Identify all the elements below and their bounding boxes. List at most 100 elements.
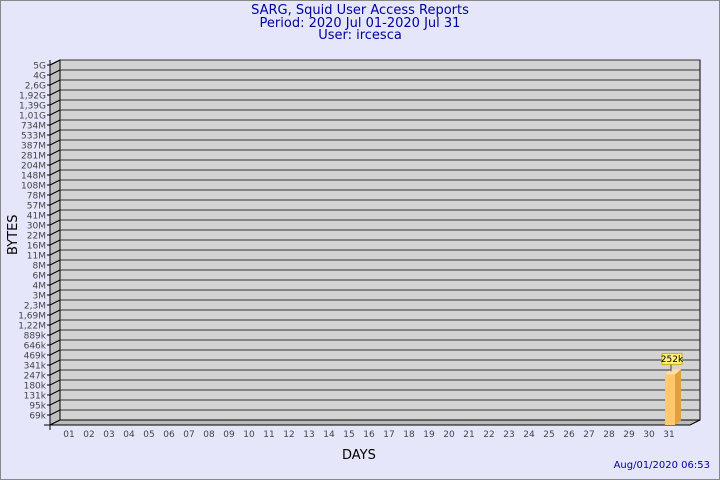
x-tick-label: 25 xyxy=(543,430,554,440)
x-tick-label: 28 xyxy=(603,430,615,440)
x-tick-label: 15 xyxy=(343,430,354,440)
x-tick-label: 09 xyxy=(223,430,235,440)
wall-line xyxy=(49,189,61,196)
wall-line xyxy=(49,279,61,286)
wall-line xyxy=(49,199,61,206)
wall-line xyxy=(49,149,61,156)
x-tick-label: 04 xyxy=(123,430,135,440)
y-tick-label: 387M xyxy=(21,142,46,152)
y-tick-label: 1,92G xyxy=(19,92,46,102)
x-tick-label: 22 xyxy=(483,430,494,440)
y-tick-label: 16M xyxy=(27,242,46,252)
y-tick-label: 734M xyxy=(21,122,46,132)
x-tick-label: 30 xyxy=(643,430,655,440)
wall-line xyxy=(49,259,61,266)
x-tick-label: 23 xyxy=(503,430,514,440)
wall-line xyxy=(49,239,61,246)
y-tick-label: 108M xyxy=(21,182,46,192)
x-tick-label: 13 xyxy=(303,430,314,440)
x-tick-label: 24 xyxy=(523,430,535,440)
y-tick-label: 1,69M xyxy=(18,312,46,322)
y-tick-label: 180k xyxy=(24,382,47,392)
wall-line xyxy=(49,379,61,386)
wall-line xyxy=(49,339,61,346)
wall-line xyxy=(49,79,61,86)
y-tick-label: 533M xyxy=(21,132,46,142)
x-tick-label: 11 xyxy=(263,430,274,440)
x-tick-label: 14 xyxy=(323,430,335,440)
x-tick-label: 05 xyxy=(143,430,154,440)
y-tick-label: 95k xyxy=(29,402,46,412)
x-tick-label: 27 xyxy=(583,430,594,440)
wall-line xyxy=(49,59,61,66)
wall-line xyxy=(49,99,61,106)
y-axis-label: BYTES xyxy=(6,214,21,255)
x-tick-label: 08 xyxy=(203,430,215,440)
wall-line xyxy=(49,319,61,326)
y-tick-label: 1,22M xyxy=(18,322,46,332)
x-tick-label: 20 xyxy=(443,430,455,440)
x-tick-label: 17 xyxy=(383,430,394,440)
chart-title: SARG, Squid User Access Reports xyxy=(251,3,469,18)
wall-line xyxy=(49,249,61,256)
bar-side xyxy=(675,369,681,425)
wall-line xyxy=(49,209,61,216)
x-tick-label: 16 xyxy=(363,430,375,440)
wall-line xyxy=(49,409,61,416)
data-label: 252k xyxy=(661,355,684,365)
y-tick-label: 1,39G xyxy=(19,102,46,112)
y-tick-label: 30M xyxy=(27,222,46,232)
y-tick-label: 4M xyxy=(33,282,47,292)
wall-line xyxy=(49,69,61,76)
wall-line xyxy=(49,89,61,96)
x-axis-label: DAYS xyxy=(342,448,376,463)
wall-line xyxy=(49,299,61,306)
y-tick-label: 69k xyxy=(29,412,46,422)
wall-line xyxy=(49,169,61,176)
wall-line xyxy=(49,129,61,136)
x-tick-label: 31 xyxy=(663,430,674,440)
wall-line xyxy=(49,219,61,226)
x-tick-label: 10 xyxy=(243,430,255,440)
y-tick-label: 8M xyxy=(33,262,47,272)
x-tick-label: 07 xyxy=(183,430,194,440)
y-tick-label: 3M xyxy=(33,292,47,302)
wall-line xyxy=(49,329,61,336)
y-tick-label: 22M xyxy=(27,232,46,242)
generated-timestamp: Aug/01/2020 06:53 xyxy=(613,460,710,471)
y-tick-label: 57M xyxy=(27,202,46,212)
data-label-box xyxy=(661,352,683,365)
y-tick-label: 247k xyxy=(24,372,47,382)
y-tick-label: 5G xyxy=(33,62,46,72)
wall-line xyxy=(49,179,61,186)
wall-line xyxy=(49,139,61,146)
wall-line xyxy=(49,119,61,126)
x-tick-label: 06 xyxy=(163,430,175,440)
chart-user: User: ircesca xyxy=(318,28,402,43)
y-tick-label: 281M xyxy=(21,152,46,162)
bar-top xyxy=(665,369,681,375)
y-tick-label: 646k xyxy=(24,342,47,352)
y-tick-label: 148M xyxy=(21,172,46,182)
y-tick-label: 131k xyxy=(24,392,47,402)
wall-line xyxy=(49,349,61,356)
x-tick-label: 03 xyxy=(103,430,114,440)
y-tick-label: 469k xyxy=(24,352,47,362)
y-tick-label: 78M xyxy=(27,192,46,202)
y-tick-label: 2,6G xyxy=(25,82,46,92)
y-tick-label: 4G xyxy=(33,72,46,82)
plot-floor xyxy=(49,419,701,426)
wall-line xyxy=(49,389,61,396)
wall-line xyxy=(49,359,61,366)
chart-period: Period: 2020 Jul 01-2020 Jul 31 xyxy=(259,16,461,31)
x-tick-label: 29 xyxy=(623,430,635,440)
y-tick-label: 341k xyxy=(24,362,47,372)
wall-line xyxy=(49,309,61,316)
wall-line xyxy=(49,229,61,236)
x-tick-label: 12 xyxy=(283,430,294,440)
y-tick-label: 11M xyxy=(27,252,46,262)
y-tick-label: 2,3M xyxy=(24,302,46,312)
wall-line xyxy=(49,109,61,116)
y-tick-label: 6M xyxy=(33,272,47,282)
